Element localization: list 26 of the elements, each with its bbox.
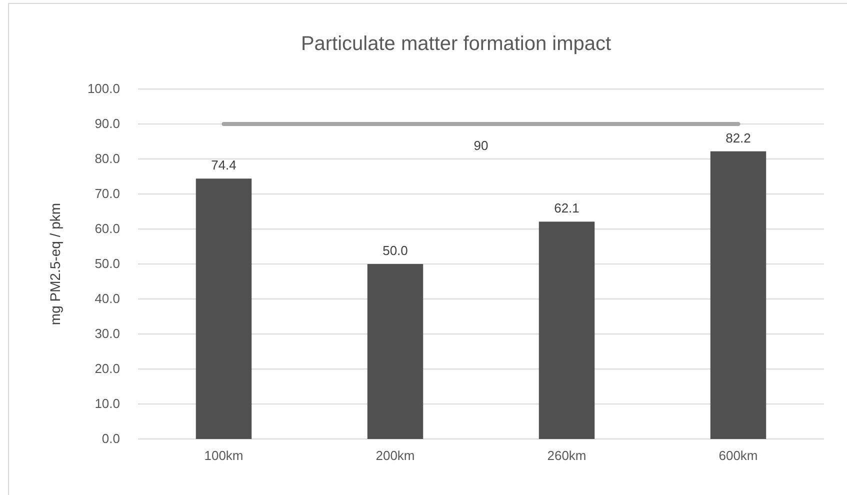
x-tick-label: 100km <box>204 448 244 464</box>
bar <box>367 264 424 439</box>
x-tick-label: 260km <box>547 448 586 464</box>
y-tick-label: 40.0 <box>94 291 120 306</box>
y-tick-label: 50.0 <box>94 256 120 272</box>
y-tick-label: 20.0 <box>94 361 120 376</box>
y-tick-label: 0.0 <box>102 431 120 446</box>
y-tick-label: 70.0 <box>94 186 120 202</box>
data-label: 74.4 <box>211 158 236 173</box>
x-tick-label: 200km <box>376 448 415 464</box>
y-axis-title: mg PM2.5-eq / pkm <box>47 202 63 326</box>
bar <box>710 151 766 439</box>
y-tick-label: 10.0 <box>94 396 120 412</box>
y-tick-label: 30.0 <box>94 326 120 342</box>
bar <box>196 178 252 439</box>
data-label: 50.0 <box>382 243 408 258</box>
y-tick-label: 100.0 <box>87 81 120 96</box>
y-tick-label: 80.0 <box>94 151 120 166</box>
x-tick-label: 600km <box>718 448 758 464</box>
y-tick-label: 90.0 <box>94 116 120 132</box>
data-label: 62.1 <box>554 200 580 216</box>
data-label: 82.2 <box>726 130 751 146</box>
ref-line-label: 90 <box>474 138 488 153</box>
y-tick-label: 60.0 <box>94 221 120 236</box>
bar <box>538 222 595 439</box>
chart-title: Particulate matter formation impact <box>300 33 612 55</box>
